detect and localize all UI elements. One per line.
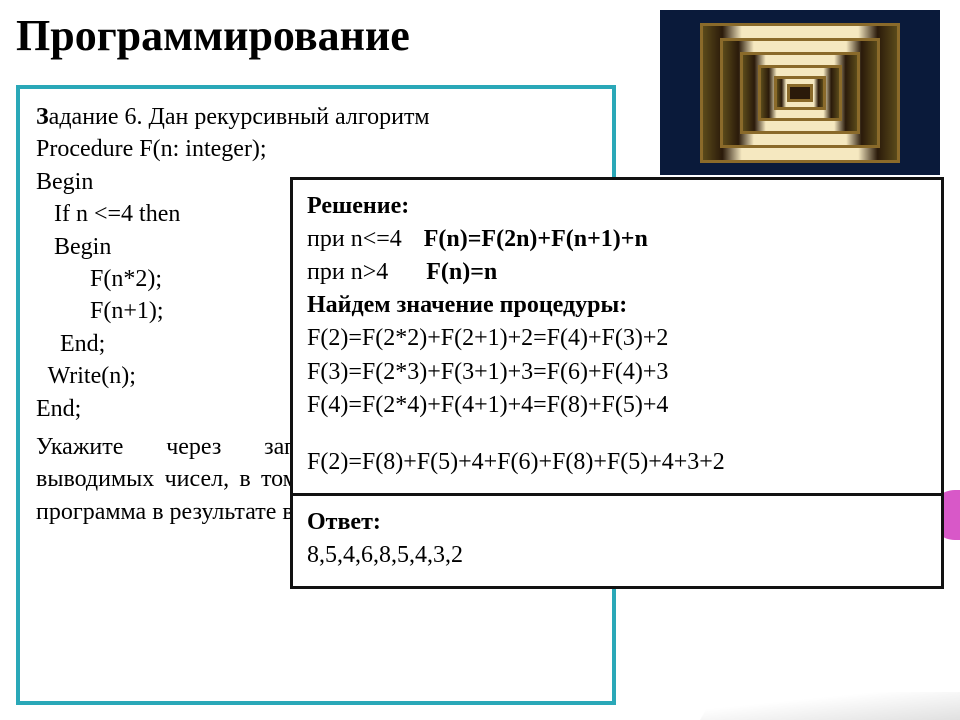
solution-f4: F(4)=F(2*4)+F(4+1)+4=F(8)+F(5)+4 <box>307 389 927 422</box>
solution-panel: Решение: при n<=4 F(n)=F(2n)+F(n+1)+n при… <box>290 177 944 589</box>
solution-rule-2a: при n>4 <box>307 259 388 285</box>
task-heading: Задание 6. Дан рекурсивный алгоритм <box>36 101 596 133</box>
code-line-0: Procedure F(n: integer); <box>36 133 596 165</box>
task-heading-first-letter: З <box>36 104 49 130</box>
solution-rule-1: при n<=4 F(n)=F(2n)+F(n+1)+n <box>307 223 927 256</box>
page-title: Программирование <box>16 10 410 61</box>
solution-rule-2b: F(n)=n <box>426 259 497 285</box>
solution-rule-1a: при n<=4 <box>307 226 402 252</box>
solution-subheading: Найдем значение процедуры: <box>307 289 927 322</box>
solution-f2-final: F(2)=F(8)+F(5)+4+F(6)+F(8)+F(5)+4+3+2 <box>307 446 927 479</box>
solution-body: Решение: при n<=4 F(n)=F(2n)+F(n+1)+n при… <box>293 180 941 496</box>
tunnel-frames <box>700 23 900 163</box>
solution-f3: F(3)=F(2*3)+F(3+1)+3=F(6)+F(4)+3 <box>307 356 927 389</box>
spacer <box>307 422 927 446</box>
solution-rule-1b: F(n)=F(2n)+F(n+1)+n <box>424 226 648 252</box>
solution-rule-2: при n>4 F(n)=n <box>307 256 927 289</box>
task-heading-rest: адание 6. Дан рекурсивный алгоритм <box>49 104 430 130</box>
decorative-recursion-image <box>660 10 940 175</box>
answer-section: Ответ: 8,5,4,6,8,5,4,3,2 <box>293 496 941 586</box>
corner-shadow-decoration <box>700 692 960 720</box>
solution-f2: F(2)=F(2*2)+F(2+1)+2=F(4)+F(3)+2 <box>307 322 927 355</box>
answer-label: Ответ: <box>307 506 927 539</box>
answer-value: 8,5,4,6,8,5,4,3,2 <box>307 539 927 572</box>
solution-heading: Решение: <box>307 190 927 223</box>
